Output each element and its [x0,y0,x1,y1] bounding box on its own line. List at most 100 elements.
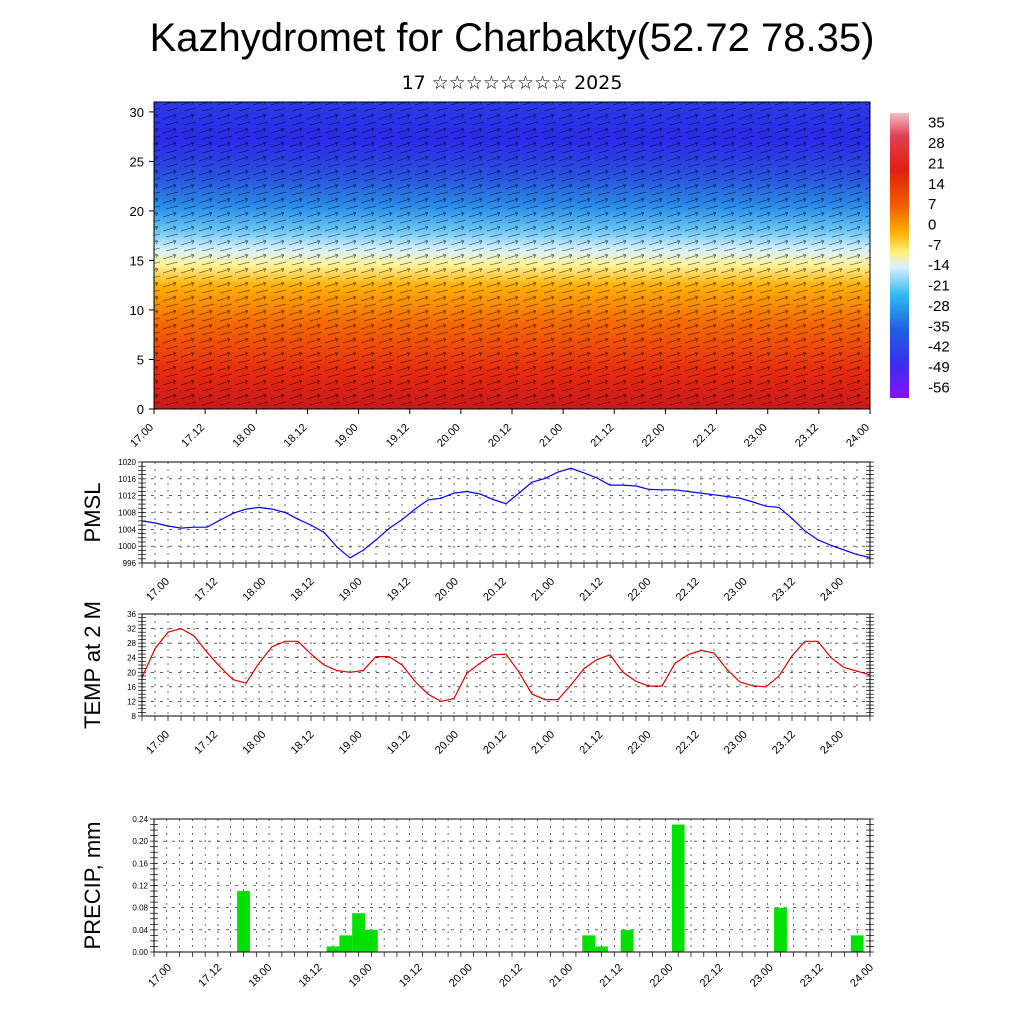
precip-x-tick-label: 22.12 [698,962,726,990]
cross-x-tick-label: 19.00 [333,422,361,450]
pmsl-frame [141,461,871,564]
temp-x-tick-label: 20.12 [481,729,509,757]
colorbar-label: -42 [928,339,950,356]
cross-x-tick-label: 22.00 [640,422,668,450]
pmsl-x-tick-label: 21.12 [577,576,605,604]
colorbar-label: 28 [928,135,945,152]
colorbar-label: -28 [928,298,950,315]
temp-x-tick-label: 24.00 [818,729,846,757]
cross-x-tick-label: 18.00 [230,422,258,450]
pmsl-x-tick-label: 20.00 [433,576,461,604]
precip-x-tick-label: 21.00 [547,962,575,990]
pmsl-y-tick-label: 1000 [118,542,136,551]
temp-x-tick-label: 23.00 [722,729,750,757]
precip-bar [352,913,365,952]
temp-y-tick-label: 36 [127,610,136,619]
pmsl-x-tick-label: 17.00 [144,576,172,604]
cross-y-tick-label: 15 [130,253,144,268]
precip-x-tick-label: 23.12 [798,962,826,990]
temp-x-tick-label: 17.00 [144,729,172,757]
cross-x-tick-label: 20.00 [435,422,463,450]
colorbar-label: 0 [928,217,936,234]
colorbar-label: -35 [928,318,950,335]
pmsl-x-tick-label: 23.12 [770,576,798,604]
temp-x-tick-label: 19.12 [385,729,413,757]
temp-y-tick-label: 24 [127,654,136,663]
colorbar-label: -49 [928,359,950,376]
cross-x-tick-label: 22.12 [691,422,719,450]
pmsl-y-tick-label: 996 [123,559,137,568]
cross-y-tick-label: 25 [130,154,144,169]
precip-y-tick-label: 0.08 [132,904,148,913]
pmsl-y-tick-label: 1020 [118,458,136,467]
temp-y-tick-label: 8 [132,712,137,721]
temp-y-tick-label: 28 [127,639,136,648]
precip-bar [582,935,596,952]
precip-bar [620,929,634,952]
precip-y-tick-label: 0.00 [132,948,148,957]
precip-x-tick-label: 22.00 [648,962,676,990]
colorbar-label: -14 [928,257,950,274]
precip-bar [850,935,864,952]
pmsl-x-tick-label: 23.00 [722,576,750,604]
pmsl-x-tick-label: 21.00 [529,576,557,604]
precip-x-tick-label: 21.12 [597,962,625,990]
pmsl-y-axis-title: PMSL [80,483,105,543]
colorbar-label: -7 [928,237,941,254]
pmsl-x-tick-label: 18.12 [289,576,317,604]
wind-vector-overlay [154,102,870,409]
precip-x-tick-label: 23.00 [748,962,776,990]
precip-y-tick-label: 0.24 [132,815,148,824]
precip-bar [364,929,378,952]
cross-x-tick-label: 20.12 [486,422,514,450]
pmsl-x-tick-label: 19.00 [337,576,365,604]
temp-x-tick-label: 18.00 [240,729,268,757]
temp-x-tick-label: 19.00 [337,729,365,757]
pmsl-y-tick-label: 1004 [118,525,136,534]
cross-y-tick-label: 10 [130,303,144,318]
precip-y-tick-label: 0.16 [132,859,148,868]
pmsl-y-tick-label: 1012 [118,492,136,501]
precip-x-tick-label: 17.00 [146,962,174,990]
pmsl-x-tick-label: 17.12 [192,576,220,604]
temp-y-tick-label: 12 [127,697,136,706]
colorbar-label: 35 [928,115,945,132]
temp-x-tick-label: 21.00 [529,729,557,757]
temp-x-tick-label: 20.00 [433,729,461,757]
colorbar [890,113,909,398]
precip-x-tick-label: 20.00 [447,962,475,990]
temp-frame [141,613,871,717]
precip-x-tick-label: 19.00 [347,962,375,990]
pmsl-y-tick-label: 1016 [118,475,136,484]
colorbar-label: 21 [928,155,945,172]
cross-x-tick-label: 21.00 [537,422,565,450]
precip-frame [153,818,871,953]
pmsl-series-line [141,467,871,559]
precip-x-tick-label: 18.00 [246,962,274,990]
temp-x-tick-label: 17.12 [192,729,220,757]
precip-bar [595,946,608,952]
pmsl-x-tick-label: 20.12 [481,576,509,604]
precip-y-tick-label: 0.20 [132,837,148,846]
cross-x-tick-label: 23.12 [793,422,821,450]
cross-x-tick-label: 17.12 [179,422,207,450]
precip-bar [339,935,353,952]
pmsl-y-tick-label: 1008 [118,509,136,518]
colorbar-label: 7 [928,196,936,213]
cross-x-tick-label: 21.12 [588,422,616,450]
temp-y-axis-title: TEMP at 2 M [80,601,105,729]
precip-bar [774,907,787,952]
cross-x-tick-label: 24.00 [844,422,872,450]
temp-x-tick-label: 22.00 [626,729,654,757]
precip-x-tick-label: 24.00 [848,962,876,990]
pmsl-x-tick-label: 22.12 [674,576,702,604]
temp-y-tick-label: 32 [127,625,136,634]
chart-subtitle: 17 ☆☆☆☆☆☆☆☆ 2025 [401,72,623,94]
precip-y-axis-title: PRECIP, mm [80,822,105,950]
colorbar-label: -21 [928,278,950,295]
cross-x-tick-label: 19.12 [384,422,412,450]
cross-x-tick-label: 18.12 [282,422,310,450]
cross-y-tick-label: 30 [130,105,144,120]
temp-x-tick-label: 22.12 [674,729,702,757]
